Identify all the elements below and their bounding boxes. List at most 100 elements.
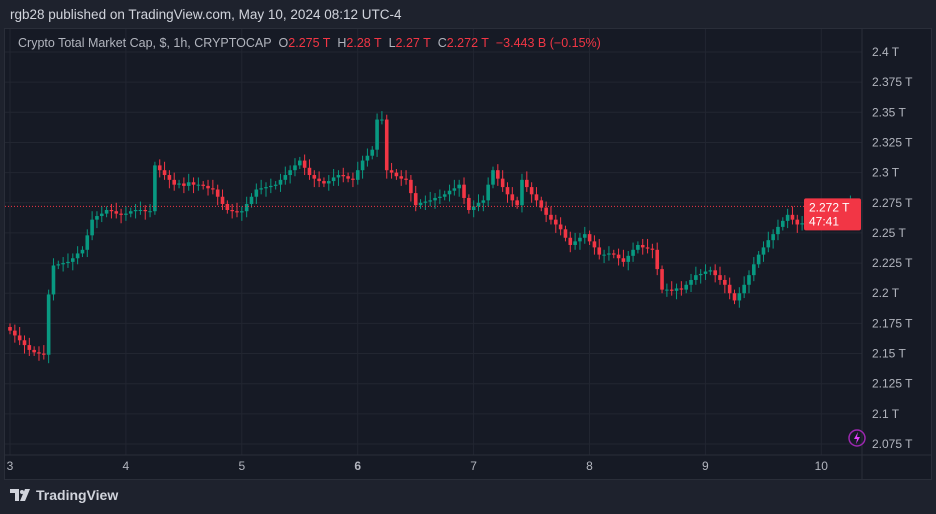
- candle-body: [669, 289, 674, 291]
- candle-body: [389, 170, 394, 173]
- x-tick-label: 5: [238, 459, 245, 473]
- candle-body: [771, 234, 775, 241]
- y-tick-label: 2.25 T: [872, 226, 906, 240]
- candle-body: [684, 284, 688, 290]
- price-tag-countdown: 47:41: [809, 214, 839, 228]
- candle-body: [500, 178, 505, 188]
- candle-body: [128, 211, 133, 214]
- candle-body: [481, 200, 486, 203]
- candle-body: [452, 188, 457, 191]
- candle-body: [167, 175, 172, 180]
- candle-body: [549, 214, 553, 220]
- candle-body: [326, 181, 331, 184]
- y-tick-label: 2.375 T: [872, 75, 913, 89]
- candle-body: [442, 194, 447, 197]
- candle-body: [220, 196, 225, 204]
- candle-body: [99, 213, 104, 217]
- candle-body: [157, 165, 162, 171]
- candle-body: [679, 288, 684, 290]
- candle-body: [428, 200, 433, 202]
- candle-body: [781, 220, 785, 227]
- candle-body: [172, 179, 177, 185]
- candle-body: [592, 241, 597, 248]
- candle-body: [438, 196, 442, 198]
- candle-body: [211, 188, 215, 190]
- candle-body: [215, 189, 220, 197]
- high-label: H: [337, 36, 347, 50]
- candle-body: [235, 211, 239, 213]
- candle-body: [698, 273, 703, 276]
- candle-body: [336, 175, 341, 178]
- chart-panel[interactable]: [4, 28, 932, 480]
- price-tag-value: 2.272 T: [809, 200, 850, 214]
- candle-body: [737, 293, 742, 301]
- y-tick-label: 2.35 T: [872, 105, 906, 119]
- candle-body: [56, 264, 61, 266]
- candle-body: [278, 179, 283, 185]
- candle-body: [616, 254, 621, 259]
- candle-body: [196, 184, 201, 186]
- candle-body: [433, 197, 437, 201]
- candle-body: [22, 340, 27, 346]
- candle-body: [602, 254, 606, 256]
- candle-body: [505, 187, 510, 195]
- candle-body: [636, 244, 640, 250]
- candle-body: [718, 275, 722, 280]
- candle-body: [727, 284, 732, 294]
- candle-body: [394, 172, 399, 177]
- candle-body: [312, 175, 317, 179]
- candle-body: [752, 264, 756, 276]
- candle-body: [360, 160, 365, 171]
- candle-body: [689, 279, 693, 285]
- candle-body: [399, 176, 404, 179]
- candle-body: [8, 327, 12, 331]
- candle-body: [742, 284, 746, 294]
- candle-body: [558, 224, 563, 230]
- candle-body: [626, 255, 631, 262]
- candle-body: [631, 249, 635, 256]
- candle-body: [471, 206, 476, 211]
- candle-body: [776, 226, 780, 235]
- candle-body: [206, 185, 210, 189]
- candle-body: [66, 261, 70, 264]
- candle-body: [375, 119, 379, 150]
- candle-body: [61, 263, 65, 265]
- candle-body: [756, 254, 761, 265]
- close-label: C: [437, 36, 447, 50]
- candle-body: [568, 237, 573, 245]
- candle-body: [423, 201, 428, 203]
- candle-body: [496, 170, 500, 179]
- y-tick-label: 2.4 T: [872, 45, 900, 59]
- footer-brand: TradingView: [36, 487, 119, 503]
- x-tick-label: 3: [7, 459, 14, 473]
- y-tick-label: 2.1 T: [872, 407, 900, 421]
- candle-body: [515, 200, 519, 206]
- candle-body: [732, 293, 737, 301]
- candle-body: [365, 155, 370, 161]
- candle-body: [37, 352, 41, 354]
- candle-body: [510, 194, 515, 201]
- lightning-icon[interactable]: [848, 429, 866, 447]
- candle-body: [708, 270, 713, 272]
- candle-body: [766, 240, 771, 248]
- open-label: O: [278, 36, 289, 50]
- candle-body: [713, 270, 717, 276]
- candle-body: [244, 203, 249, 212]
- candle-body: [582, 234, 587, 238]
- candle-body: [486, 184, 490, 201]
- candle-body: [13, 330, 17, 336]
- candle-body: [491, 170, 495, 185]
- x-tick-label: 8: [586, 459, 593, 473]
- candle-body: [563, 229, 568, 238]
- candle-body: [298, 160, 302, 166]
- candle-body: [621, 258, 626, 262]
- y-tick-label: 2.075 T: [872, 437, 913, 451]
- y-tick-label: 2.325 T: [872, 135, 913, 149]
- candle-body: [153, 165, 157, 212]
- candle-body: [124, 213, 128, 215]
- candle-body: [607, 253, 611, 255]
- candle-body: [447, 190, 452, 195]
- candle-body: [457, 184, 461, 189]
- candle-body: [230, 210, 234, 212]
